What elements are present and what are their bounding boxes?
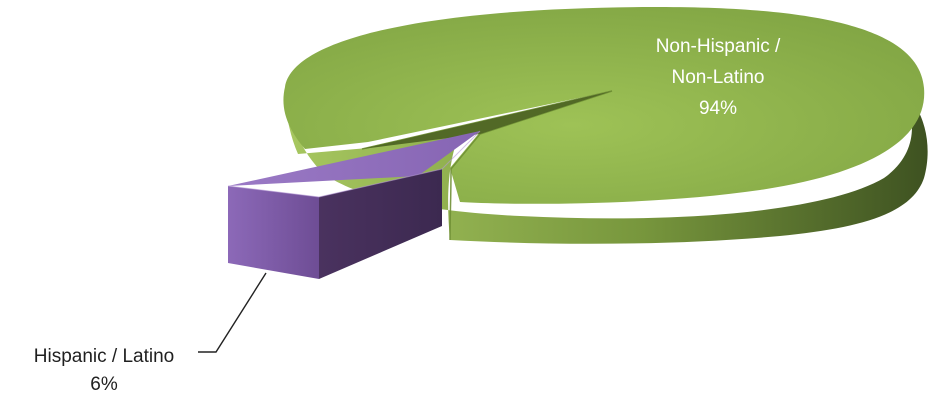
slice-value-non-hispanic: 94% (699, 98, 737, 119)
slice-non-hispanic-cut-face (362, 91, 612, 149)
leader-line-hispanic (198, 272, 267, 353)
leader-line-group (198, 272, 267, 353)
slice-label-non-hispanic-line-2: Non-Latino (672, 67, 765, 88)
slice-hispanic-front (228, 186, 319, 279)
slice-non-hispanic-cut-edge (361, 90, 613, 241)
slice-hispanic-side (319, 169, 442, 279)
slice-hispanic-highlight (227, 130, 481, 198)
slice-hispanic-top (228, 131, 480, 186)
slice-label-hispanic: Hispanic / Latino 6% (34, 346, 174, 395)
slice-label-non-hispanic: Non-Hispanic / Non-Latino 94% (656, 36, 781, 119)
slice-label-hispanic-line-1: Hispanic / Latino (34, 346, 174, 367)
slice-value-hispanic: 6% (90, 374, 118, 395)
slice-label-non-hispanic-line-1: Non-Hispanic / (656, 36, 781, 57)
slice-non-hispanic-side (285, 87, 928, 244)
slice-non-hispanic-top (283, 6, 925, 204)
pie-slices (227, 6, 928, 279)
